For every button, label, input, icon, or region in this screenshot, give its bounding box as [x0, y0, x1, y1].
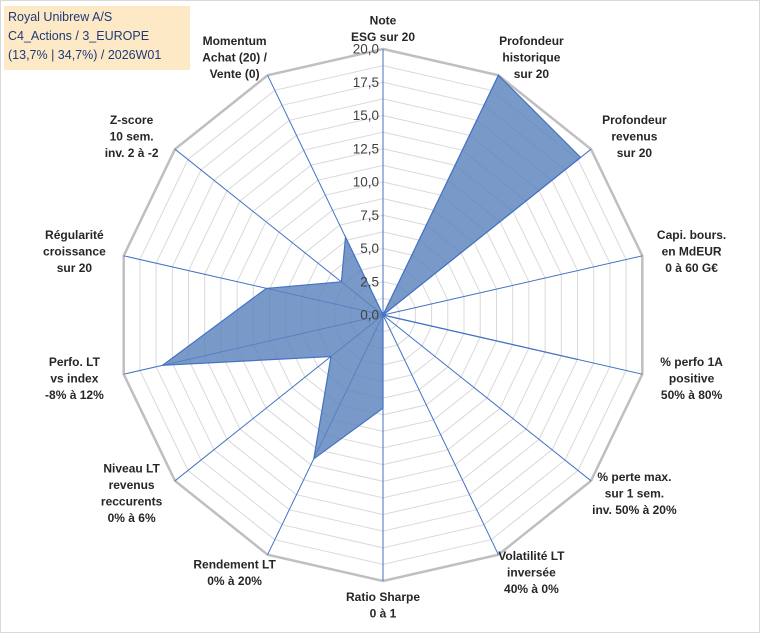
axis-label-11-line-0: Régularité: [45, 228, 104, 242]
axis-label-11-line-1: croissance: [43, 244, 106, 258]
axis-label-3-line-2: 0 à 60 G€: [665, 261, 718, 275]
axis-label-4-line-1: positive: [669, 372, 715, 386]
axis-label-12-line-2: inv. 2 à -2: [105, 146, 159, 160]
axis-label-7-line-0: Ratio Sharpe: [346, 590, 420, 604]
tick-label-0: 0,0: [360, 308, 379, 323]
axis-label-0-line-1: ESG sur 20: [351, 30, 415, 44]
axis-label-6: Volatilité LT inversée 40% à 0%: [498, 549, 565, 596]
axis-label-6-line-1: inversée: [507, 566, 556, 580]
axis-label-12-line-1: 10 sem.: [110, 130, 154, 144]
tick-label-6: 15,0: [353, 108, 379, 123]
radar-series: [160, 74, 582, 461]
spoke-6: [382, 314, 499, 555]
axis-label-10-line-2: -8% à 12%: [45, 388, 104, 402]
axis-label-3-line-1: en MdEUR: [662, 244, 722, 258]
axis-label-2-line-2: sur 20: [617, 146, 653, 160]
axis-label-4-line-0: % perfo 1A: [660, 355, 723, 369]
axis-label-2-line-1: revenus: [611, 130, 657, 144]
chart-title-line-2: C4_Actions / 3_EUROPE: [8, 29, 150, 43]
axis-label-2-line-0: Profondeur: [602, 113, 667, 127]
radar-axis-labels: Note ESG sur 20 Profondeur historique sur 20…: [43, 14, 726, 621]
axis-label-1-line-1: historique: [502, 50, 560, 64]
tick-label-2: 5,0: [360, 241, 379, 256]
axis-label-8: Rendement LT 0% à 20%: [193, 557, 276, 588]
axis-label-10-line-0: Perfo. LT: [49, 355, 101, 369]
tick-label-3: 7,5: [360, 208, 379, 223]
axis-label-12: Z-score 10 sem. inv. 2 à -2: [105, 113, 159, 160]
axis-label-3: Capi. bours. en MdEUR 0 à 60 G€: [657, 228, 726, 275]
tick-label-1: 2,5: [360, 274, 379, 289]
axis-label-13-line-1: Achat (20) /: [202, 50, 267, 64]
axis-label-13-line-0: Momentum: [203, 34, 267, 48]
axis-label-9-line-2: reccurents: [101, 495, 163, 509]
axis-label-8-line-1: 0% à 20%: [207, 574, 262, 588]
axis-label-11-line-2: sur 20: [57, 261, 93, 275]
axis-label-10-line-1: vs index: [50, 372, 98, 386]
axis-label-5-line-2: inv. 50% à 20%: [592, 503, 677, 517]
axis-label-12-line-0: Z-score: [110, 113, 154, 127]
chart-title-line-3: (13,7% | 34,7%) / 2026W01: [8, 48, 162, 62]
axis-label-0-line-0: Note: [370, 14, 397, 28]
spoke-3: [382, 255, 643, 316]
axis-label-9-line-3: 0% à 6%: [108, 511, 156, 525]
chart-title-box: Royal Unibrew A/S C4_Actions / 3_EUROPE …: [4, 6, 190, 70]
axis-label-7: Ratio Sharpe 0 à 1: [346, 590, 420, 621]
axis-label-11: Régularité croissance sur 20: [43, 228, 106, 275]
axis-label-6-line-0: Volatilité LT: [498, 549, 565, 563]
tick-label-4: 10,0: [353, 175, 379, 190]
axis-label-4: % perfo 1A positive 50% à 80%: [660, 355, 723, 402]
tick-label-5: 12,5: [353, 141, 379, 156]
axis-label-1-line-2: sur 20: [514, 67, 550, 81]
axis-label-8-line-0: Rendement LT: [193, 557, 276, 571]
axis-label-0: Note ESG sur 20: [351, 14, 415, 45]
axis-label-1: Profondeur historique sur 20: [499, 34, 564, 81]
axis-label-13: Momentum Achat (20) / Vente (0): [202, 34, 267, 81]
axis-label-10: Perfo. LT vs index -8% à 12%: [45, 355, 104, 402]
axis-label-3-line-0: Capi. bours.: [657, 228, 726, 242]
tick-label-7: 17,5: [353, 75, 379, 90]
axis-label-1-line-0: Profondeur: [499, 34, 564, 48]
tick-label-8: 20,0: [353, 42, 379, 57]
axis-label-7-line-1: 0 à 1: [370, 607, 397, 621]
axis-label-9-line-0: Niveau LT: [103, 462, 160, 476]
spoke-5: [382, 314, 592, 482]
chart-title-line-1: Royal Unibrew A/S: [8, 10, 113, 24]
axis-label-13-line-2: Vente (0): [210, 67, 260, 81]
axis-label-6-line-2: 40% à 0%: [504, 582, 559, 596]
axis-label-5: % perte max. sur 1 sem. inv. 50% à 20%: [592, 470, 677, 517]
axis-label-4-line-2: 50% à 80%: [661, 388, 723, 402]
axis-label-5-line-0: % perte max.: [597, 470, 671, 484]
axis-label-2: Profondeur revenus sur 20: [602, 113, 667, 160]
axis-label-5-line-1: sur 1 sem.: [605, 486, 664, 500]
radar-tick-labels: 0,0 2,5 5,0 7,5 10,0 12,5 15,0 17,5 20,0: [353, 42, 379, 323]
axis-label-9: Niveau LT revenus reccurents 0% à 6%: [101, 462, 163, 525]
series-area-0: [160, 74, 582, 461]
axis-label-9-line-1: revenus: [109, 478, 155, 492]
